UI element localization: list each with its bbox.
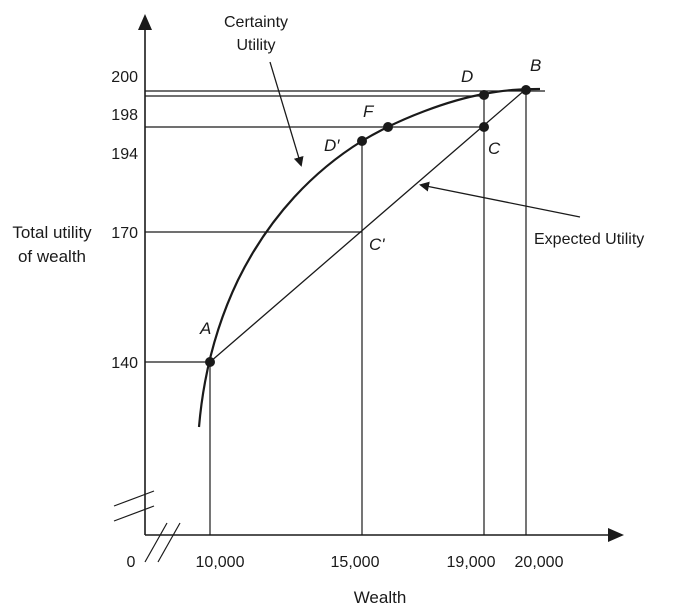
point-label-D: D	[461, 67, 473, 86]
point-C	[479, 122, 489, 132]
expected-utility-label: Expected Utility	[534, 231, 644, 248]
y-break-mark-2	[113, 505, 155, 522]
y-break-mark-1	[113, 490, 155, 507]
x-tick-20000: 20,000	[515, 554, 564, 571]
axes	[138, 14, 624, 542]
expected-annotation-arrow	[419, 181, 581, 218]
point-F	[383, 122, 393, 132]
point-D	[479, 90, 489, 100]
y-axis-title-line2: of wealth	[18, 247, 86, 266]
certainty-utility-label-line2: Utility	[236, 37, 275, 54]
certainty-utility-label-line1: Certainty	[224, 14, 288, 31]
x-tick-10000: 10,000	[196, 554, 245, 571]
point-label-D-prime: D′	[324, 136, 340, 155]
point-label-B: B	[530, 56, 541, 75]
y-tick-170: 170	[111, 225, 138, 242]
expected-utility-line	[209, 88, 527, 363]
guide-lines	[145, 89, 545, 535]
point-label-C: C	[488, 139, 501, 158]
y-tick-140: 140	[111, 355, 138, 372]
y-axis-title-line1: Total utility	[12, 223, 92, 242]
point-D-prime	[357, 136, 367, 146]
point-label-C-prime: C'	[369, 235, 385, 254]
x-tick-19000: 19,000	[447, 554, 496, 571]
point-A	[205, 357, 215, 367]
x-break-mark-2	[157, 522, 181, 563]
points	[205, 85, 531, 367]
y-tick-198: 198	[111, 107, 138, 124]
point-B	[521, 85, 531, 95]
y-tick-194: 194	[111, 146, 138, 163]
point-label-A: A	[199, 319, 211, 338]
x-axis-arrowhead	[608, 528, 624, 542]
x-break-mark-1	[144, 522, 168, 563]
origin-label: 0	[127, 554, 136, 571]
x-tick-15000: 15,000	[331, 554, 380, 571]
y-axis-arrowhead	[138, 14, 152, 30]
y-tick-200: 200	[111, 69, 138, 86]
certainty-annotation-arrow	[269, 61, 304, 167]
x-axis-title: Wealth	[354, 588, 407, 607]
point-label-F: F	[363, 102, 375, 121]
axis-break-marks	[113, 490, 181, 563]
